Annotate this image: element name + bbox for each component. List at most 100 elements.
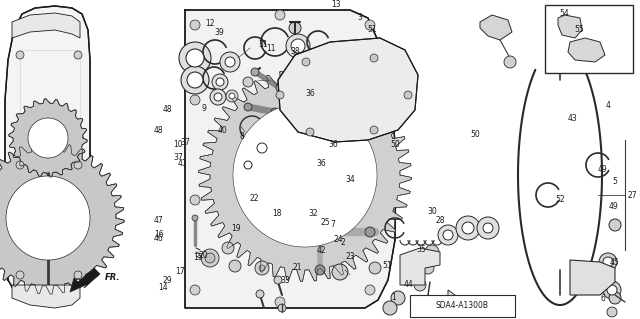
Text: 52: 52 xyxy=(555,195,565,204)
Circle shape xyxy=(289,159,321,191)
Circle shape xyxy=(315,265,325,275)
Circle shape xyxy=(278,304,286,312)
Text: 48: 48 xyxy=(154,126,164,135)
Circle shape xyxy=(244,161,252,169)
Circle shape xyxy=(425,245,439,259)
Text: 46: 46 xyxy=(154,234,164,243)
Circle shape xyxy=(364,86,376,98)
Circle shape xyxy=(365,195,375,205)
Circle shape xyxy=(214,93,222,101)
Circle shape xyxy=(276,227,286,237)
Text: 51: 51 xyxy=(382,261,392,270)
Circle shape xyxy=(179,42,211,74)
Circle shape xyxy=(607,285,617,295)
Bar xyxy=(545,5,633,73)
Circle shape xyxy=(609,292,621,304)
Circle shape xyxy=(357,146,367,156)
Text: SDA4-A1300B: SDA4-A1300B xyxy=(435,301,488,310)
Circle shape xyxy=(274,276,282,284)
Text: 31: 31 xyxy=(259,40,269,48)
Text: 49: 49 xyxy=(608,202,618,211)
Circle shape xyxy=(365,95,375,105)
Text: 14: 14 xyxy=(158,283,168,292)
Circle shape xyxy=(483,223,493,233)
Circle shape xyxy=(255,261,269,275)
Text: 33: 33 xyxy=(280,276,290,285)
Text: 36: 36 xyxy=(328,140,338,149)
Text: 17: 17 xyxy=(175,267,186,276)
Text: 1: 1 xyxy=(391,293,396,302)
Circle shape xyxy=(477,217,499,239)
Text: 37: 37 xyxy=(173,153,183,162)
Circle shape xyxy=(303,227,313,237)
Text: 2: 2 xyxy=(340,238,346,247)
Text: 10: 10 xyxy=(173,140,183,149)
Circle shape xyxy=(240,157,256,173)
Text: 34: 34 xyxy=(346,175,356,184)
Circle shape xyxy=(603,281,621,299)
Circle shape xyxy=(365,20,375,30)
Circle shape xyxy=(205,253,215,263)
Text: 49: 49 xyxy=(598,165,608,174)
Polygon shape xyxy=(480,15,512,40)
Circle shape xyxy=(190,285,200,295)
Circle shape xyxy=(74,51,82,59)
Circle shape xyxy=(357,194,367,204)
Text: 38: 38 xyxy=(291,47,301,56)
Text: 44: 44 xyxy=(403,280,413,289)
Circle shape xyxy=(257,143,267,153)
Circle shape xyxy=(324,227,333,237)
Circle shape xyxy=(276,84,284,92)
Text: 24: 24 xyxy=(333,235,343,244)
Circle shape xyxy=(229,260,241,272)
Text: 45: 45 xyxy=(609,258,620,267)
Text: 48: 48 xyxy=(163,105,173,114)
Circle shape xyxy=(302,58,310,66)
Circle shape xyxy=(16,271,24,279)
Circle shape xyxy=(187,72,203,88)
Circle shape xyxy=(306,128,314,136)
Text: 12: 12 xyxy=(205,19,214,28)
Circle shape xyxy=(422,262,434,274)
Circle shape xyxy=(369,262,381,274)
Polygon shape xyxy=(428,290,455,308)
Circle shape xyxy=(186,49,204,67)
Text: 22: 22 xyxy=(250,194,259,203)
Circle shape xyxy=(291,39,305,53)
Circle shape xyxy=(251,68,259,76)
Circle shape xyxy=(256,290,264,298)
Polygon shape xyxy=(558,15,582,38)
Text: 42: 42 xyxy=(316,246,326,255)
Polygon shape xyxy=(185,10,396,308)
Circle shape xyxy=(190,195,200,205)
Text: 16: 16 xyxy=(154,230,164,239)
Circle shape xyxy=(365,285,375,295)
Polygon shape xyxy=(12,285,80,308)
Circle shape xyxy=(210,89,226,105)
Text: 9: 9 xyxy=(201,104,206,113)
Circle shape xyxy=(603,257,613,267)
Text: 6: 6 xyxy=(600,294,605,303)
Circle shape xyxy=(607,307,617,317)
Circle shape xyxy=(609,219,621,231)
Circle shape xyxy=(74,161,82,169)
Polygon shape xyxy=(6,176,90,260)
Circle shape xyxy=(259,265,265,271)
Polygon shape xyxy=(70,268,100,292)
Circle shape xyxy=(253,139,271,157)
Polygon shape xyxy=(570,260,615,295)
Circle shape xyxy=(275,10,285,20)
Text: 4: 4 xyxy=(605,101,611,110)
Polygon shape xyxy=(198,69,412,281)
Circle shape xyxy=(229,93,235,99)
Circle shape xyxy=(192,215,198,221)
Circle shape xyxy=(220,52,240,72)
Circle shape xyxy=(243,77,253,87)
Circle shape xyxy=(315,210,325,220)
Polygon shape xyxy=(12,13,80,38)
Text: 5: 5 xyxy=(612,177,617,186)
Circle shape xyxy=(443,230,453,240)
Circle shape xyxy=(212,74,228,90)
Circle shape xyxy=(289,22,301,34)
Text: 28: 28 xyxy=(436,216,445,225)
